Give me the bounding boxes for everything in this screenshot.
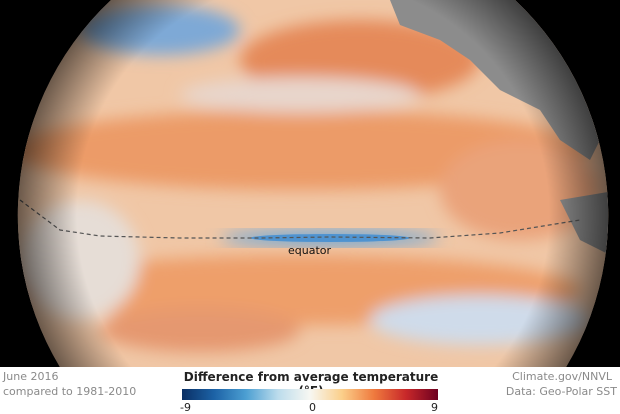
tick-min: -9 [180, 401, 191, 414]
colorbar [182, 389, 438, 400]
equator-label: equator [288, 244, 332, 257]
credit-label: Climate.gov/NNVL [512, 370, 612, 383]
tick-max: 9 [431, 401, 438, 414]
date-label: June 2016 [3, 370, 59, 383]
tick-mid: 0 [309, 401, 316, 414]
source-label: Data: Geo-Polar SST [505, 385, 617, 398]
baseline-label: compared to 1981-2010 [3, 385, 137, 398]
legend: June 2016 compared to 1981-2010 Differen… [0, 367, 620, 414]
